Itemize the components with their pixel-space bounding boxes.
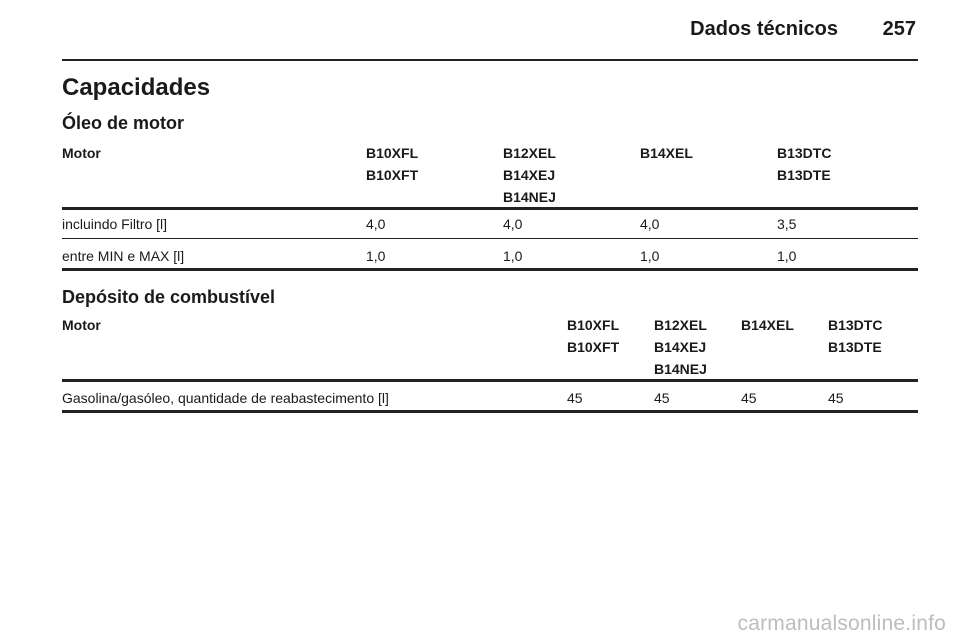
oil-head-rule [62, 207, 918, 210]
fuel-row-1-value-2: 45 [654, 390, 670, 406]
fuel-col-4: B13DTC B13DTE [828, 314, 882, 358]
oil-title: Óleo de motor [62, 113, 185, 133]
oil-col-1: B10XFL B10XFT [366, 142, 418, 186]
oil-row-1-value-4: 3,5 [777, 216, 797, 232]
fuel-bottom-rule [62, 410, 918, 413]
oil-col-2-line-2: B14XEJ [503, 167, 556, 183]
fuel-col-2-line-1: B12XEL [654, 317, 707, 333]
fuel-row-1-value-1: 45 [567, 390, 583, 406]
page-number: 257 [882, 18, 916, 40]
oil-row-1-value-3: 4,0 [640, 216, 660, 232]
fuel-row-1-value-4: 45 [828, 390, 844, 406]
oil-col-3: B14XEL [640, 142, 693, 164]
oil-col-4-line-1: B13DTC [777, 145, 832, 161]
fuel-col-2: B12XEL B14XEJ B14NEJ [654, 314, 707, 380]
fuel-row-1-label: Gasolina/gasóleo, quantidade de reabaste… [62, 390, 389, 406]
oil-col-2-line-1: B12XEL [503, 145, 556, 161]
fuel-col-2-line-2: B14XEJ [654, 339, 707, 355]
fuel-row-1-value-3: 45 [741, 390, 757, 406]
fuel-col-4-line-2: B13DTE [828, 339, 882, 355]
oil-row-divider [62, 238, 918, 239]
fuel-head-label: Motor [62, 317, 101, 333]
fuel-col-3: B14XEL [741, 314, 794, 336]
oil-row-1-label: incluindo Filtro [l] [62, 216, 168, 232]
oil-row-1-value-1: 4,0 [366, 216, 386, 232]
fuel-col-4-line-1: B13DTC [828, 317, 883, 333]
oil-row-2-value-2: 1,0 [503, 248, 523, 264]
oil-col-1-line-2: B10XFT [366, 167, 419, 183]
fuel-col-1-line-2: B10XFT [567, 339, 620, 355]
fuel-head-rule [62, 379, 918, 382]
oil-col-2: B12XEL B14XEJ B14NEJ [503, 142, 556, 208]
oil-row-2-value-1: 1,0 [366, 248, 386, 264]
fuel-col-3-line-1: B14XEL [741, 317, 794, 333]
oil-col-3-line-1: B14XEL [640, 145, 693, 161]
watermark: carmanualsonline.info [737, 612, 946, 635]
oil-bottom-rule [62, 268, 918, 271]
oil-row-2-value-3: 1,0 [640, 248, 660, 264]
section-title: Capacidades [62, 74, 211, 101]
fuel-col-1-line-1: B10XFL [567, 317, 620, 333]
fuel-col-1: B10XFL B10XFT [567, 314, 619, 358]
oil-row-2-value-4: 1,0 [777, 248, 797, 264]
header-divider [62, 59, 918, 61]
page-header-title: Dados técnicos [690, 18, 838, 40]
oil-row-2-label: entre MIN e MAX [l] [62, 248, 185, 264]
oil-col-4: B13DTC B13DTE [777, 142, 831, 186]
oil-col-4-line-2: B13DTE [777, 167, 831, 183]
oil-col-2-line-3: B14NEJ [503, 189, 556, 205]
fuel-title: Depósito de combustível [62, 287, 276, 307]
fuel-col-2-line-3: B14NEJ [654, 361, 707, 377]
oil-row-1-value-2: 4,0 [503, 216, 523, 232]
oil-head-label: Motor [62, 145, 101, 161]
oil-col-1-line-1: B10XFL [366, 145, 419, 161]
